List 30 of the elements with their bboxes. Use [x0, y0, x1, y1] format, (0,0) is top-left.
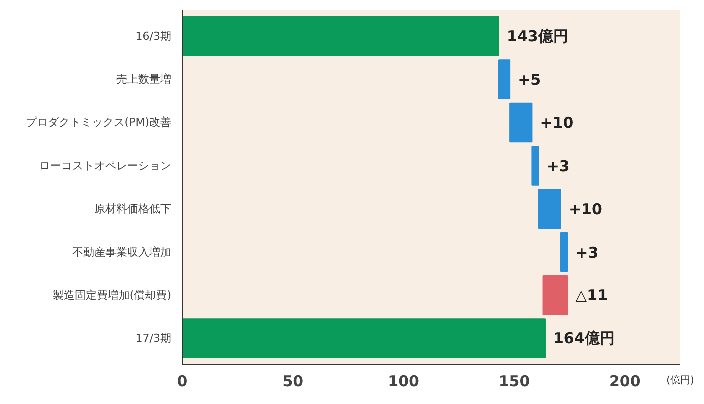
- y-tick-label: 17/3期: [136, 332, 172, 346]
- y-tick-label: ローコストオペレーション: [40, 159, 172, 172]
- y-tick-label: 16/3期: [136, 30, 172, 43]
- bar: [560, 232, 568, 272]
- data-label: △11: [576, 286, 608, 304]
- data-label: +10: [568, 200, 602, 219]
- bar: [538, 189, 562, 230]
- x-axis-title: (億円): [666, 374, 694, 386]
- data-label: +3: [546, 157, 570, 176]
- bar: [182, 16, 500, 56]
- bar: [498, 60, 511, 100]
- y-tick-label: 製造固定費増加(償却費): [52, 288, 172, 302]
- y-tick-label: 売上数量増: [116, 73, 172, 86]
- data-label: 164億円: [553, 330, 615, 348]
- x-tick-label: 100: [388, 372, 420, 390]
- x-tick-label: 200: [610, 372, 641, 390]
- y-tick-label: プロダクトミックス(PM)改善: [26, 116, 172, 130]
- bar: [542, 276, 568, 316]
- y-tick-label: 原材料価格低下: [94, 202, 172, 216]
- data-label: +10: [540, 114, 574, 132]
- y-tick-label: 不動産事業収入増加: [72, 246, 172, 259]
- x-tick-label: 0: [177, 372, 188, 390]
- bar: [510, 102, 533, 143]
- data-label: 143億円: [507, 27, 568, 46]
- data-label: +5: [518, 71, 542, 90]
- bar: [182, 318, 546, 359]
- x-tick-label: 150: [498, 372, 530, 390]
- x-tick-label: 50: [282, 372, 304, 390]
- bar: [532, 146, 540, 186]
- data-label: +3: [576, 244, 599, 262]
